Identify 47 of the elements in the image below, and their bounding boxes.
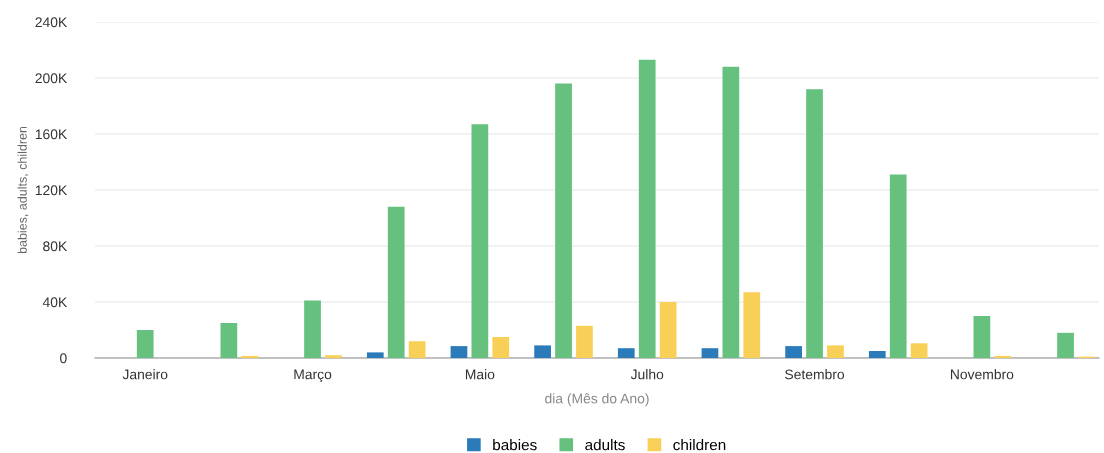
bar <box>408 341 426 358</box>
bar <box>806 89 823 358</box>
bar <box>1057 332 1074 358</box>
bar <box>638 59 656 358</box>
bar <box>325 355 342 358</box>
y-tick-label: 240K <box>35 17 68 28</box>
y-tick-label: 200K <box>35 73 68 84</box>
x-axis-title: dia (Mês do Ano) <box>545 393 649 407</box>
legend-label: adults <box>585 439 625 451</box>
bar <box>576 325 593 358</box>
x-tick-label: Julho <box>630 369 664 380</box>
x-tick-label: Março <box>294 369 332 383</box>
legend-label: children <box>673 439 726 451</box>
bar <box>450 346 468 358</box>
y-tick-label: 0 <box>60 353 67 364</box>
bar <box>868 351 886 358</box>
bar <box>889 174 907 358</box>
x-tick-label: Novembro <box>950 369 1014 380</box>
y-tick-label: 80K <box>43 241 68 252</box>
bar <box>722 66 740 358</box>
y-tick-label: 160K <box>35 129 68 140</box>
bar <box>492 337 510 358</box>
bar <box>241 355 259 358</box>
y-axis-title: babies, adults, children <box>17 126 29 254</box>
bar <box>471 124 489 358</box>
bar <box>973 316 991 358</box>
bar <box>827 345 844 358</box>
x-tick-label: Setembro <box>785 369 845 380</box>
bar <box>701 348 719 358</box>
bar <box>366 352 384 358</box>
bar <box>659 302 677 358</box>
bar <box>994 355 1012 358</box>
bar <box>220 323 238 358</box>
bar <box>304 300 321 358</box>
bar <box>534 345 551 358</box>
x-tick-label: Janeiro <box>122 369 168 380</box>
y-tick-label: 120K <box>35 185 68 196</box>
bar <box>555 83 572 358</box>
x-tick-label: Maio <box>465 369 495 380</box>
bar <box>743 292 761 358</box>
bar <box>785 346 802 358</box>
legend-label: babies <box>493 439 537 451</box>
bar <box>136 330 154 358</box>
bar <box>617 348 635 358</box>
bar <box>387 206 405 358</box>
y-tick-label: 40K <box>42 297 68 308</box>
bar <box>910 343 928 358</box>
